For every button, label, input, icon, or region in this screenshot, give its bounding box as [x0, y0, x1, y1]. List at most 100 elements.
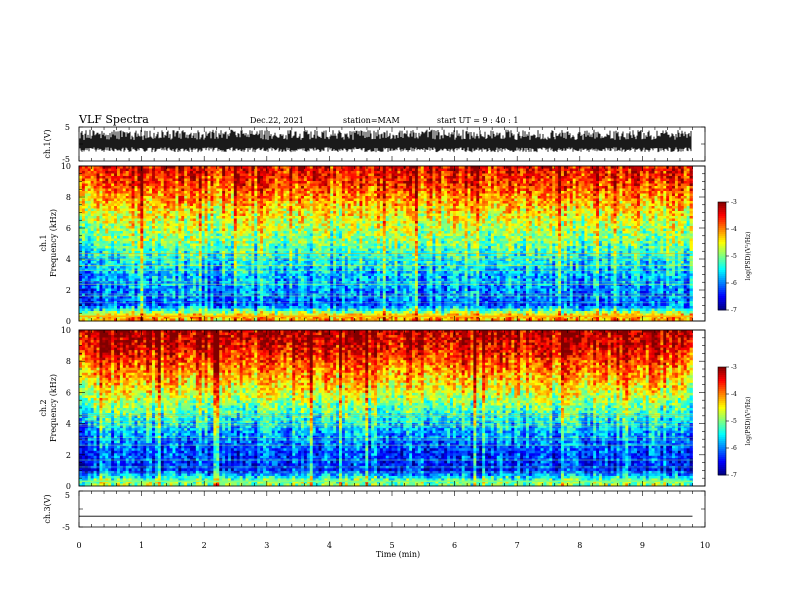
spectrogram-cell [465, 211, 468, 214]
spectrogram-cell [386, 206, 389, 209]
spectrogram-cell [196, 184, 199, 187]
spectrogram-cell [406, 191, 409, 194]
spectrogram-cell [132, 169, 135, 172]
spectrogram-cell [199, 211, 202, 214]
spectrogram-cell [137, 184, 140, 187]
spectrogram-cell [389, 181, 392, 184]
spectrogram-cell [409, 186, 412, 189]
spectrogram-cell [161, 181, 164, 184]
spectrogram-cell [476, 191, 479, 194]
spectrogram-cell [383, 219, 386, 222]
spectrogram-cell [438, 194, 441, 197]
spectrogram-cell [199, 219, 202, 222]
spectrogram-cell [85, 199, 88, 202]
spectrogram-cell [132, 174, 135, 177]
spectrogram-cell [243, 174, 246, 177]
spectrogram-cell [529, 194, 532, 197]
spectrogram-cell [675, 209, 678, 212]
spectrogram-cell [395, 191, 398, 194]
spectrogram-cell [473, 169, 476, 172]
spectrogram-cell [269, 169, 272, 172]
spectrogram-cell [637, 219, 640, 222]
spectrogram-cell [529, 219, 532, 222]
spectrogram-cell [377, 211, 380, 214]
spectrogram-cell [161, 206, 164, 209]
spectrogram-cell [181, 211, 184, 214]
spectrogram-cell [605, 191, 608, 194]
spectrogram-cell [82, 191, 85, 194]
spectrogram-cell [167, 166, 170, 169]
spectrogram-cell [541, 194, 544, 197]
spectrogram-cell [619, 216, 622, 219]
spectrogram-cell [392, 186, 395, 189]
spectrogram-cell [628, 219, 631, 222]
spectrogram-cell [114, 171, 117, 174]
spectrogram-cell [576, 199, 579, 202]
spectrogram-cell [681, 189, 684, 192]
spectrogram-cell [354, 194, 357, 197]
spectrogram-cell [503, 166, 506, 169]
spectrogram-cell [193, 189, 196, 192]
spectrogram-cell [397, 166, 400, 169]
spectrogram-cell [126, 204, 129, 207]
spectrogram-cell [319, 176, 322, 179]
spectrogram-cell [336, 169, 339, 172]
spectrogram-cell [234, 179, 237, 182]
spectrogram-cell [573, 184, 576, 187]
spectrogram-cell [219, 206, 222, 209]
spectrogram-cell [628, 214, 631, 217]
spectrogram-cell [283, 216, 286, 219]
spectrogram-cell [79, 201, 82, 204]
spectrogram-cell [222, 191, 225, 194]
spectrogram-cell [342, 181, 345, 184]
spectrogram-cell [649, 194, 652, 197]
spectrogram-cell [631, 206, 634, 209]
spectrogram-cell [538, 196, 541, 199]
spectrogram-cell [625, 181, 628, 184]
spectrogram-cell [105, 166, 108, 169]
spectrogram-cell [406, 176, 409, 179]
spectrogram-cell [187, 179, 190, 182]
spectrogram-cell [643, 179, 646, 182]
spectrogram-cell [488, 181, 491, 184]
spectrogram-cell [657, 181, 660, 184]
spectrogram-cell [97, 179, 100, 182]
spectrogram-cell [389, 179, 392, 182]
spectrogram-cell [456, 181, 459, 184]
spectrogram-cell [187, 196, 190, 199]
spectrogram-cell [319, 204, 322, 207]
spectrogram-cell [155, 219, 158, 222]
spectrogram-cell [304, 196, 307, 199]
spectrogram-cell [450, 166, 453, 169]
spectrogram-cell [494, 176, 497, 179]
spectrogram-cell [260, 176, 263, 179]
spectrogram-cell [511, 174, 514, 177]
spectrogram-cell [573, 199, 576, 202]
spectrogram-cell [485, 189, 488, 192]
spectrogram-cell [135, 204, 138, 207]
spectrogram-cell [584, 186, 587, 189]
spectrogram-cell [400, 194, 403, 197]
spectrogram-cell [248, 209, 251, 212]
spectrogram-cell [412, 179, 415, 182]
spectrogram-cell [234, 201, 237, 204]
spectrogram-cell [529, 204, 532, 207]
spectrogram-cell [655, 186, 658, 189]
spectrogram-cell [342, 169, 345, 172]
spectrogram-cell [389, 204, 392, 207]
spectrogram-cell [581, 181, 584, 184]
spectrogram-cell [330, 219, 333, 222]
spectrogram-cell [336, 171, 339, 174]
spectrogram-cell [596, 189, 599, 192]
spectrogram-cell [210, 184, 213, 187]
spectrogram-cell [380, 171, 383, 174]
spectrogram-cell [275, 184, 278, 187]
spectrogram-cell [278, 206, 281, 209]
spectrogram-cell [351, 219, 354, 222]
spectrogram-cell [202, 189, 205, 192]
spectrogram-cell [476, 211, 479, 214]
spectrogram-cell [491, 189, 494, 192]
spectrogram-cell [143, 181, 146, 184]
spectrogram-cell [663, 214, 666, 217]
spectrogram-cell [91, 199, 94, 202]
